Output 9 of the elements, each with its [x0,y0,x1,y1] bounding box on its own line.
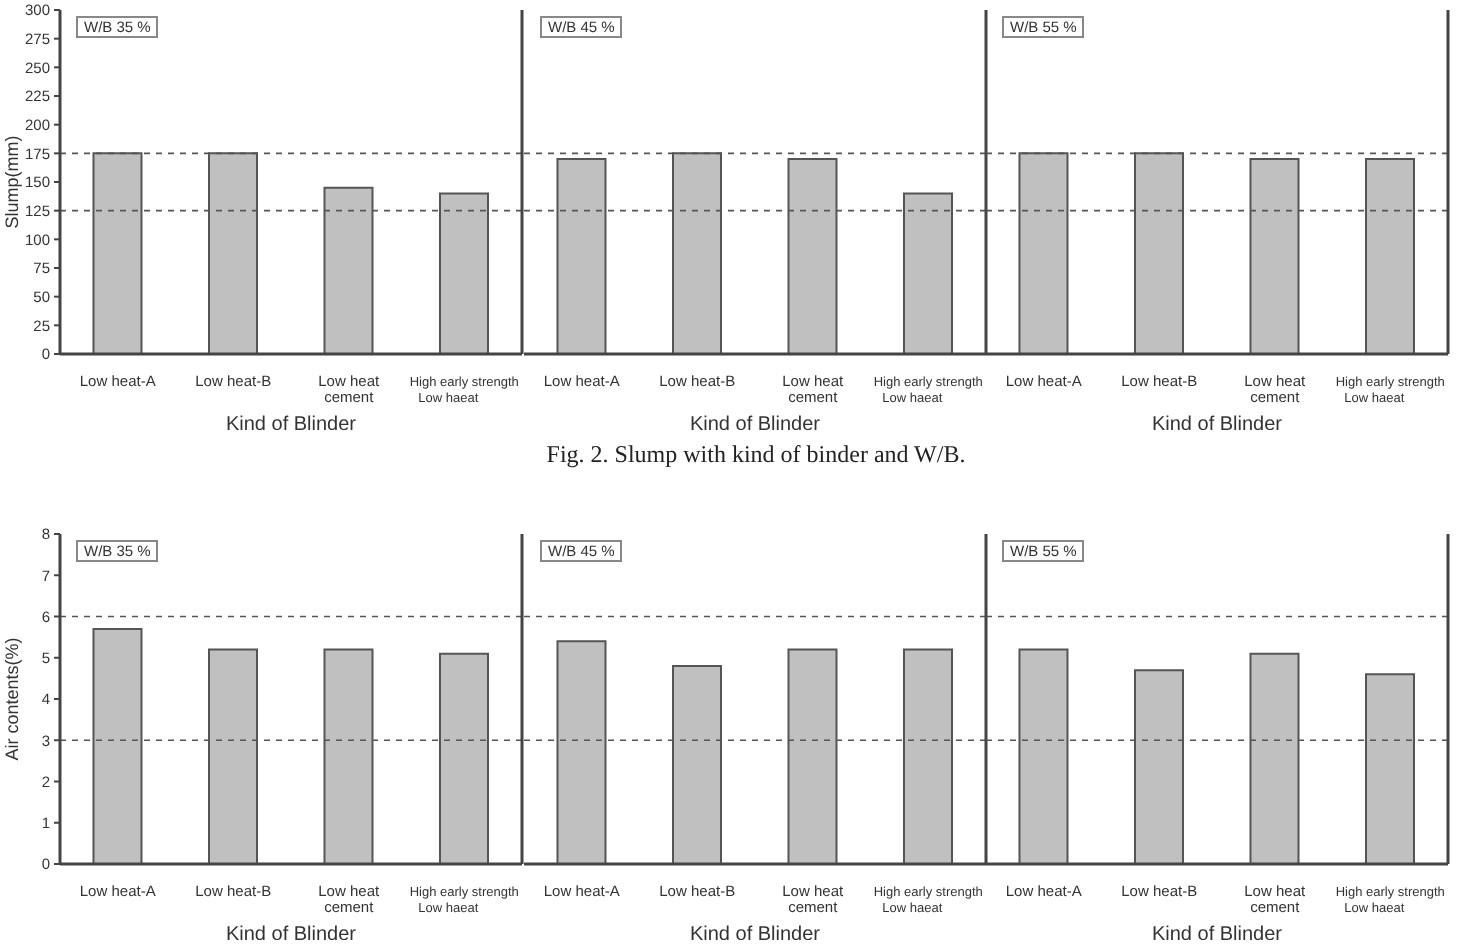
x-axis-title: Kind of Blinder [225,414,358,436]
x-axis-title: Kind of Blinder [1151,414,1284,436]
x-axis-title: Kind of Blinder [689,414,822,436]
x-axis-title: Kind of Blinder [225,924,358,944]
caption: Fig. 2. Slump with kind of binder and W/B. [546,440,966,470]
x-axis-title: Kind of Blinder [689,924,822,944]
y-axis-title: Air contents(%) [2,637,23,761]
x-axis-title: Kind of Blinder [1151,924,1284,944]
y-axis-title: Slump(mm) [2,135,23,229]
